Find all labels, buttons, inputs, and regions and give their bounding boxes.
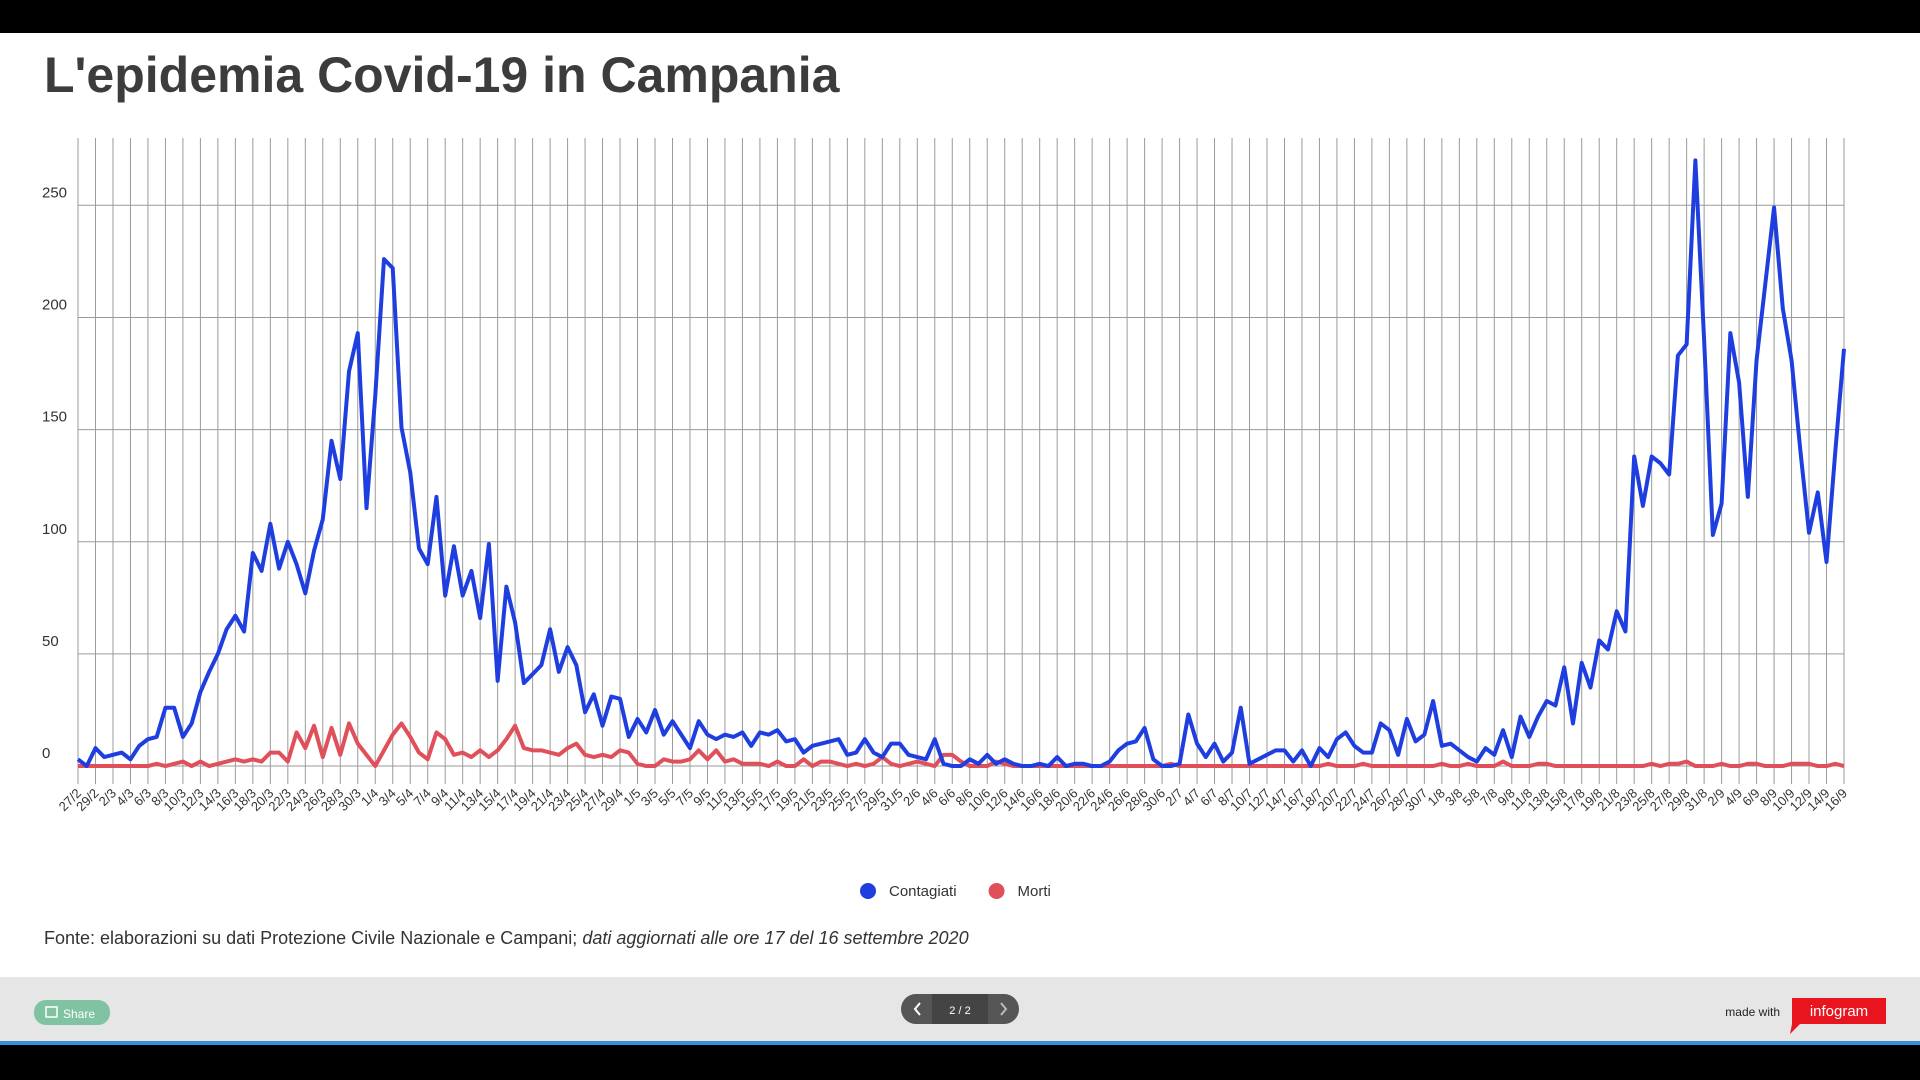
share-icon bbox=[45, 1006, 58, 1018]
y-tick-label: 200 bbox=[42, 296, 67, 313]
legend-swatch bbox=[860, 883, 876, 899]
source-note: dati aggiornati alle ore 17 del 16 sette… bbox=[582, 928, 968, 948]
content-bg bbox=[0, 33, 1920, 977]
y-tick-label: 100 bbox=[42, 521, 67, 538]
chart-title: L'epidemia Covid-19 in Campania bbox=[44, 47, 841, 103]
legend-swatch bbox=[988, 883, 1005, 899]
brand: infogram bbox=[1810, 1003, 1868, 1020]
pager-center bbox=[932, 994, 988, 1024]
pager-next[interactable] bbox=[1000, 1002, 1008, 1016]
y-tick-label: 0 bbox=[42, 745, 50, 762]
series-line bbox=[76, 158, 1846, 769]
share-button[interactable]: Share bbox=[34, 1000, 110, 1025]
footer-line bbox=[0, 1041, 1920, 1045]
source: Fonte: elaborazioni su dati Protezione C… bbox=[44, 928, 969, 948]
series-line bbox=[78, 721, 1845, 769]
y-tick-label: 150 bbox=[42, 409, 67, 426]
pager-label: 2 / 2 bbox=[949, 1005, 970, 1017]
legend-label: Contagiati bbox=[889, 883, 957, 900]
pager-prev[interactable] bbox=[913, 1002, 921, 1016]
pager: 2 / 2 bbox=[901, 994, 1019, 1024]
share-label: Share bbox=[63, 1007, 95, 1021]
legend-label: Morti bbox=[1018, 883, 1051, 900]
y-tick-label: 50 bbox=[42, 633, 59, 650]
y-tick-label: 250 bbox=[42, 184, 67, 201]
made-with: made with bbox=[1725, 1005, 1780, 1019]
brand-badge[interactable] bbox=[1790, 998, 1886, 1034]
source-text: Fonte: elaborazioni su dati Protezione C… bbox=[44, 928, 577, 948]
